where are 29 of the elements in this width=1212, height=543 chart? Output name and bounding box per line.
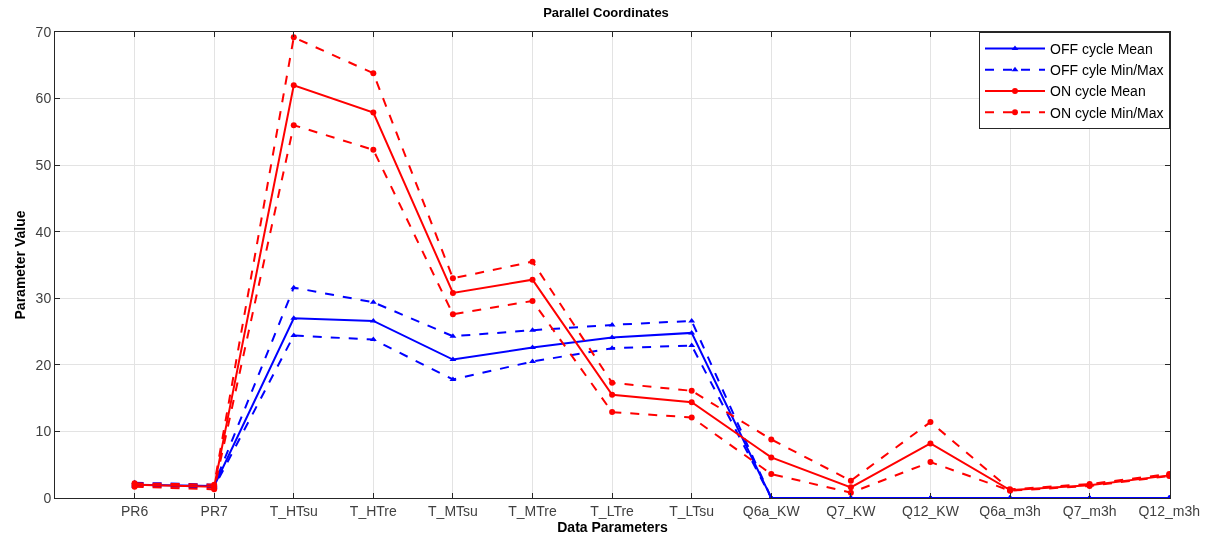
- y-tick-label: 60: [35, 90, 52, 107]
- y-tick-label: 40: [35, 223, 52, 240]
- x-tick-label: PR6: [120, 502, 149, 519]
- x-tick-label: Q6a_m3h: [979, 502, 1041, 519]
- x-tick-label: Q6a_KW: [742, 502, 801, 519]
- y-tick-label: 70: [35, 23, 52, 40]
- legend-label: OFF cyle Min/Max: [1050, 62, 1164, 79]
- x-tick-label: T_HTsu: [269, 502, 318, 519]
- y-tick-label: 0: [43, 489, 52, 506]
- x-tick-label: T_HTre: [349, 502, 398, 519]
- legend-label: ON cycle Min/Max: [1050, 104, 1164, 121]
- y-tick-label: 20: [35, 356, 52, 373]
- x-tick-label: Q12_KW: [902, 502, 960, 519]
- x-tick-label: T_MTre: [508, 502, 557, 519]
- legend-label: ON cycle Mean: [1050, 83, 1146, 100]
- chart-title: Parallel Coordinates: [543, 5, 669, 21]
- x-tick-label: Q12_m3h: [1138, 502, 1200, 519]
- x-tick-label: T_MTsu: [428, 502, 478, 519]
- x-tick-label: T_LTre: [590, 502, 635, 519]
- x-tick-label: PR7: [200, 502, 228, 519]
- y-tick-label: 30: [35, 290, 52, 307]
- legend-label: OFF cycle Mean: [1050, 41, 1153, 58]
- x-tick-label: T_LTsu: [669, 502, 715, 519]
- y-axis-title: Parameter Value: [12, 210, 29, 320]
- x-tick-label: Q7_m3h: [1062, 502, 1117, 519]
- x-tick-label: Q7_KW: [826, 502, 877, 519]
- y-tick-label: 50: [35, 157, 52, 174]
- x-axis-title: Data Parameters: [557, 518, 668, 535]
- y-tick-label: 10: [35, 423, 52, 440]
